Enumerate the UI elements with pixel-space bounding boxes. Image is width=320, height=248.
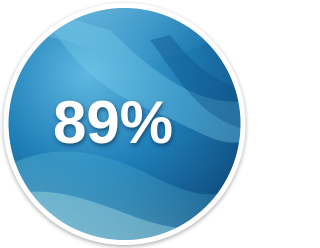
page: {"badge": {"text": "89%"}} 89% bbox=[0, 0, 249, 248]
badge-text: 89% bbox=[53, 89, 173, 156]
badge: 89% bbox=[0, 0, 249, 248]
